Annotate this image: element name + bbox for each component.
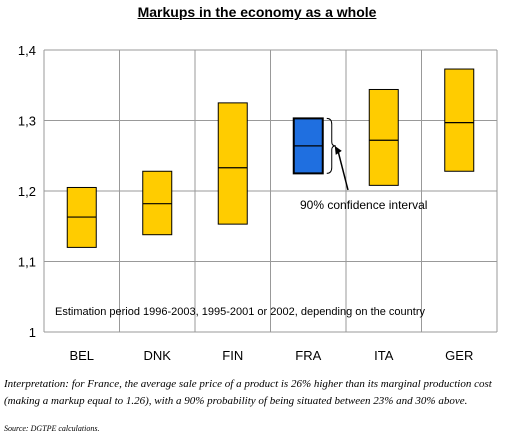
interval-bar-fin bbox=[217, 102, 248, 225]
x-tick-label: ITA bbox=[374, 348, 394, 363]
interval-bar-ita bbox=[368, 88, 399, 186]
y-tick-label: 1,1 bbox=[18, 255, 36, 270]
y-axis-ticks: 1 1,1 1,2 1,3 1,4 bbox=[18, 43, 36, 340]
gridlines bbox=[43, 49, 498, 333]
x-tick-label: DNK bbox=[144, 348, 172, 363]
interpretation-text: Interpretation: for France, the average … bbox=[4, 378, 492, 407]
confidence-brace bbox=[326, 117, 336, 174]
y-tick-label: 1,2 bbox=[18, 184, 36, 199]
x-tick-label: FIN bbox=[222, 348, 243, 363]
y-tick-label: 1 bbox=[29, 325, 36, 340]
confidence-arrowhead bbox=[334, 145, 342, 155]
interval-bar-ger bbox=[444, 68, 475, 172]
estimation-note: Estimation period 1996-2003, 1995-2001 o… bbox=[55, 306, 425, 318]
x-tick-label: FRA bbox=[295, 348, 321, 363]
markups-chart: 1 1,1 1,2 1,3 1,4 BEL DNK FIN FRA ITA GER 90% con… bbox=[18, 43, 498, 363]
interval-bar-dnk bbox=[142, 170, 173, 236]
x-tick-label: GER bbox=[445, 348, 473, 363]
y-tick-label: 1,3 bbox=[18, 114, 36, 129]
confidence-interval-label: 90% confidence interval bbox=[300, 198, 427, 212]
x-tick-label: BEL bbox=[69, 348, 94, 363]
y-tick-label: 1,4 bbox=[18, 43, 36, 58]
x-axis-ticks: BEL DNK FIN FRA ITA GER bbox=[69, 348, 473, 363]
source-text: Source: DGTPE calculations. bbox=[4, 424, 100, 433]
confidence-arrow bbox=[337, 149, 349, 191]
chart-title: Markups in the economy as a whole bbox=[0, 4, 514, 20]
chart-title-text: Markups in the economy as a whole bbox=[137, 4, 377, 20]
interval-bars bbox=[66, 68, 475, 248]
